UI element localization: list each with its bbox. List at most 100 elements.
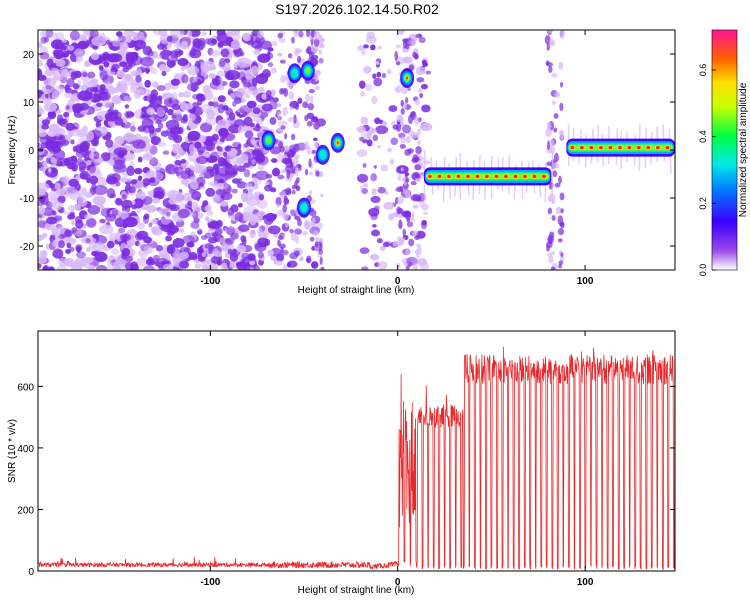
noise-speckle — [270, 67, 277, 74]
stripe-speckle — [549, 138, 555, 147]
noise-speckle — [43, 36, 50, 43]
noise-speckle — [51, 90, 59, 100]
stripe-speckle — [294, 47, 300, 57]
noise-speckle — [49, 167, 58, 174]
stripe-speckle — [315, 170, 320, 177]
noise-speckle — [43, 161, 48, 167]
noise-speckle — [63, 210, 67, 215]
stripe-speckle — [400, 167, 404, 172]
noise-speckle — [186, 30, 193, 38]
noise-speckle — [129, 125, 136, 132]
noise-speckle — [169, 30, 185, 38]
stripe-speckle — [405, 247, 411, 256]
noise-speckle — [230, 39, 241, 50]
x-tick-label: -100 — [200, 577, 220, 588]
stripe-speckle — [559, 102, 564, 112]
noise-speckle — [308, 171, 313, 176]
noise-speckle — [38, 142, 41, 148]
noise-speckle — [379, 245, 386, 251]
noise-speckle — [216, 140, 223, 146]
noise-speckle — [105, 139, 114, 148]
noise-speckle — [187, 135, 194, 142]
stripe-speckle — [306, 30, 311, 38]
noise-speckle — [123, 95, 132, 102]
noise-speckle — [358, 80, 366, 89]
noise-speckle — [82, 79, 90, 87]
noise-speckle — [120, 177, 129, 183]
noise-speckle — [137, 31, 145, 38]
noise-speckle — [191, 190, 202, 201]
noise-speckle — [137, 175, 143, 181]
noise-speckle — [128, 186, 136, 194]
noise-speckle — [201, 264, 210, 270]
noise-speckle — [161, 223, 172, 233]
noise-speckle — [148, 222, 153, 228]
stripe-speckle — [282, 211, 289, 221]
noise-speckle — [208, 220, 221, 229]
noise-speckle — [265, 212, 277, 222]
noise-speckle — [153, 228, 157, 234]
noise-speckle — [86, 159, 92, 166]
noise-speckle — [286, 262, 292, 268]
stripe-speckle — [275, 196, 282, 207]
noise-speckle — [99, 66, 104, 72]
noise-speckle — [218, 127, 229, 139]
noise-speckle — [216, 70, 225, 78]
noise-speckle — [243, 169, 251, 178]
noise-speckle — [131, 199, 136, 205]
noise-speckle — [53, 231, 61, 237]
noise-speckle — [208, 101, 214, 107]
noise-speckle — [256, 157, 263, 163]
stripe-speckle — [314, 85, 321, 91]
noise-speckle — [137, 141, 147, 149]
noise-speckle — [361, 50, 366, 56]
noise-speckle — [203, 247, 209, 254]
noise-speckle — [201, 31, 207, 37]
noise-speckle — [190, 221, 200, 229]
noise-speckle — [67, 205, 77, 212]
noise-speckle — [215, 188, 226, 196]
noise-speckle — [270, 146, 281, 155]
stripe-speckle — [407, 148, 414, 154]
stripe-speckle — [313, 30, 321, 41]
noise-speckle — [70, 71, 78, 80]
noise-speckle — [143, 265, 155, 270]
noise-speckle — [400, 85, 408, 94]
noise-speckle — [174, 159, 182, 166]
noise-speckle — [139, 56, 155, 67]
noise-speckle — [264, 72, 270, 77]
noise-speckle — [415, 230, 426, 239]
stripe-speckle — [396, 85, 402, 94]
noise-speckle — [43, 77, 57, 88]
noise-speckle — [265, 52, 274, 60]
stripe-speckle — [309, 236, 315, 242]
noise-speckle — [226, 146, 231, 152]
stripe-speckle — [304, 141, 309, 151]
noise-speckle — [371, 95, 378, 105]
noise-speckle — [65, 105, 70, 110]
stripe-speckle — [294, 250, 300, 257]
noise-speckle — [150, 67, 158, 75]
noise-speckle — [96, 102, 103, 108]
stripe-speckle — [552, 162, 560, 169]
noise-speckle — [277, 120, 288, 128]
noise-speckle — [229, 93, 236, 98]
stripe-speckle — [548, 231, 555, 239]
noise-speckle — [193, 205, 203, 212]
noise-speckle — [141, 88, 151, 97]
noise-speckle — [150, 218, 158, 225]
noise-speckle — [189, 49, 202, 59]
noise-speckle — [205, 258, 211, 265]
noise-speckle — [169, 49, 178, 59]
noise-speckle — [62, 118, 68, 125]
noise-speckle — [270, 158, 278, 163]
noise-speckle — [155, 245, 164, 252]
noise-speckle — [392, 240, 398, 247]
noise-speckle — [144, 79, 152, 88]
noise-speckle — [78, 34, 87, 43]
noise-speckle — [267, 62, 274, 68]
noise-speckle — [264, 232, 269, 239]
stripe-speckle — [548, 255, 554, 264]
noise-speckle — [412, 204, 419, 209]
noise-speckle — [154, 127, 162, 133]
